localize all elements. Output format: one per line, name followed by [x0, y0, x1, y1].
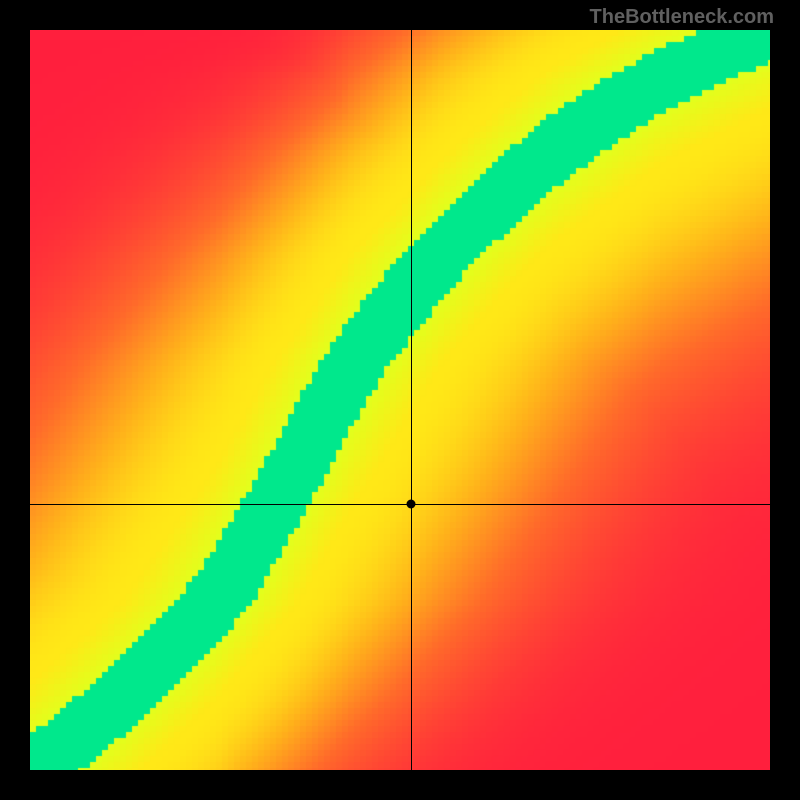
heatmap-canvas — [30, 30, 770, 770]
crosshair-horizontal — [30, 504, 770, 505]
crosshair-vertical — [411, 30, 412, 770]
crosshair-marker — [407, 499, 416, 508]
plot-area — [30, 30, 770, 770]
watermark-text: TheBottleneck.com — [590, 6, 774, 29]
chart-container: TheBottleneck.com — [0, 0, 800, 800]
